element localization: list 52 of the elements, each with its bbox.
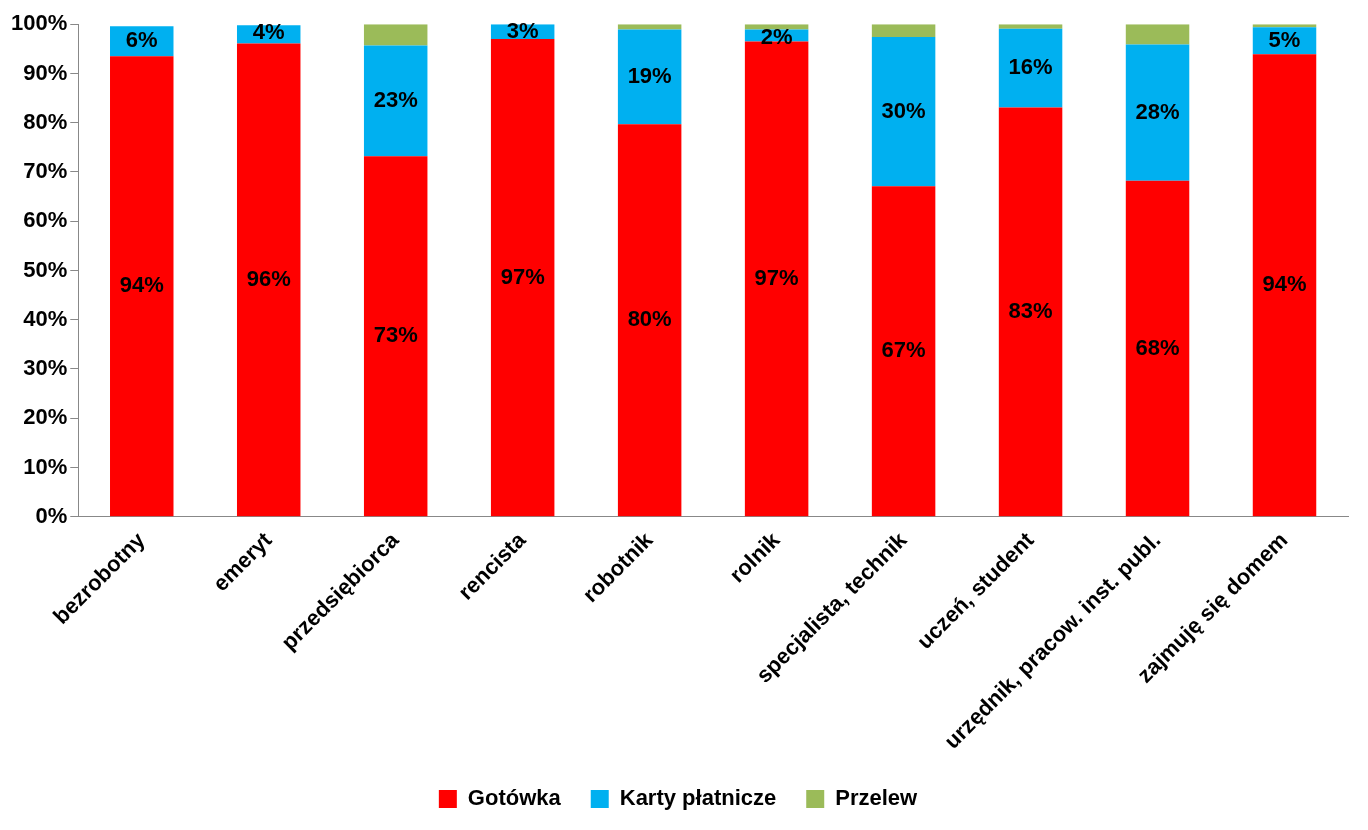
- y-tick-label: 40%: [23, 305, 68, 331]
- data-label: 6%: [125, 27, 158, 53]
- bar: [617, 124, 682, 517]
- bar: [363, 45, 428, 157]
- data-label: 30%: [881, 97, 926, 123]
- data-label: 83%: [1008, 297, 1053, 323]
- bar: [1125, 44, 1190, 181]
- legend-label: Gotówka: [467, 785, 562, 811]
- data-label: 23%: [373, 86, 418, 112]
- y-tick-label: 20%: [23, 404, 68, 430]
- legend-label: Przelew: [835, 785, 919, 811]
- data-label: 80%: [627, 306, 672, 332]
- bar: [998, 24, 1063, 29]
- bar: [1125, 180, 1190, 517]
- legend-label: Karty płatnicze: [619, 785, 777, 811]
- y-tick-label: 10%: [23, 453, 68, 479]
- bar: [1252, 54, 1317, 517]
- bar: [617, 29, 682, 125]
- data-label: 94%: [119, 272, 164, 298]
- bar: [998, 28, 1063, 108]
- data-label: 97%: [500, 263, 545, 289]
- y-tick-label: 100%: [10, 10, 68, 36]
- data-label: 4%: [252, 19, 285, 45]
- bar: [871, 37, 936, 187]
- y-tick-label: 80%: [23, 108, 68, 134]
- data-label: 97%: [754, 264, 799, 290]
- bar: [363, 156, 428, 517]
- bar: [110, 56, 174, 517]
- bar: [236, 43, 301, 517]
- data-label: 3%: [506, 18, 539, 44]
- bar: [363, 24, 428, 46]
- bar: [998, 107, 1063, 517]
- y-tick-label: 0%: [35, 502, 68, 528]
- y-tick-label: 30%: [23, 355, 68, 381]
- data-label: 28%: [1135, 98, 1180, 124]
- y-tick-label: 90%: [23, 59, 68, 85]
- bar: [490, 38, 555, 517]
- y-tick-label: 60%: [23, 207, 68, 233]
- data-label: 94%: [1262, 271, 1307, 297]
- data-label: 5%: [1268, 26, 1301, 52]
- bar: [871, 186, 936, 517]
- data-label: 68%: [1135, 334, 1180, 360]
- data-label: 96%: [246, 265, 291, 291]
- data-label: 19%: [627, 62, 672, 88]
- bar: [1125, 24, 1190, 45]
- y-tick-label: 50%: [23, 256, 68, 282]
- bar: [617, 24, 682, 30]
- data-label: 73%: [373, 322, 418, 348]
- data-label: 16%: [1008, 54, 1053, 80]
- data-label: 67%: [881, 337, 926, 363]
- y-tick-label: 70%: [23, 158, 68, 184]
- bar: [871, 24, 936, 38]
